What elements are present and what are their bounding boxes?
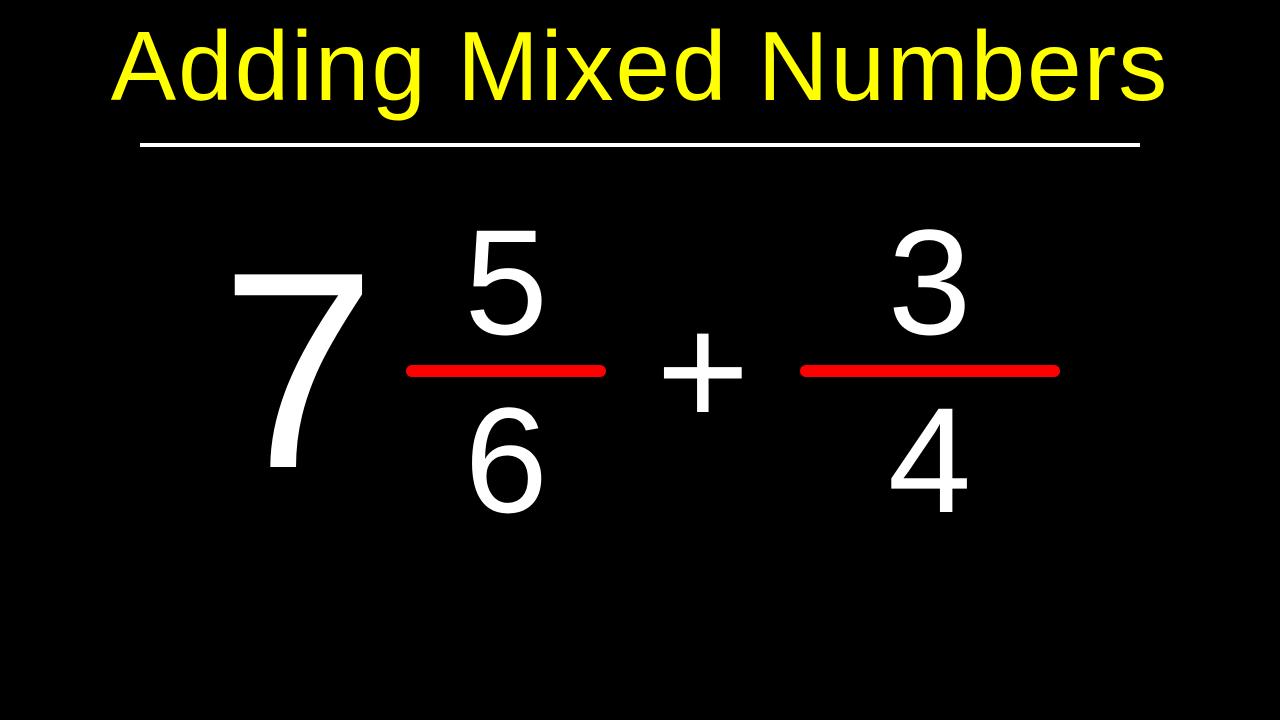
first-fraction: 5 6 <box>406 207 606 535</box>
title-underline <box>140 143 1140 147</box>
second-numerator: 3 <box>888 207 971 357</box>
page-title: Adding Mixed Numbers <box>0 0 1280 123</box>
first-numerator: 5 <box>464 207 547 357</box>
second-fraction: 3 4 <box>800 207 1060 535</box>
first-denominator: 6 <box>464 385 547 535</box>
second-denominator: 4 <box>888 385 971 535</box>
whole-number: 7 <box>220 231 376 511</box>
plus-operator: + <box>656 291 749 451</box>
math-equation: 7 5 6 + 3 4 <box>0 207 1280 535</box>
